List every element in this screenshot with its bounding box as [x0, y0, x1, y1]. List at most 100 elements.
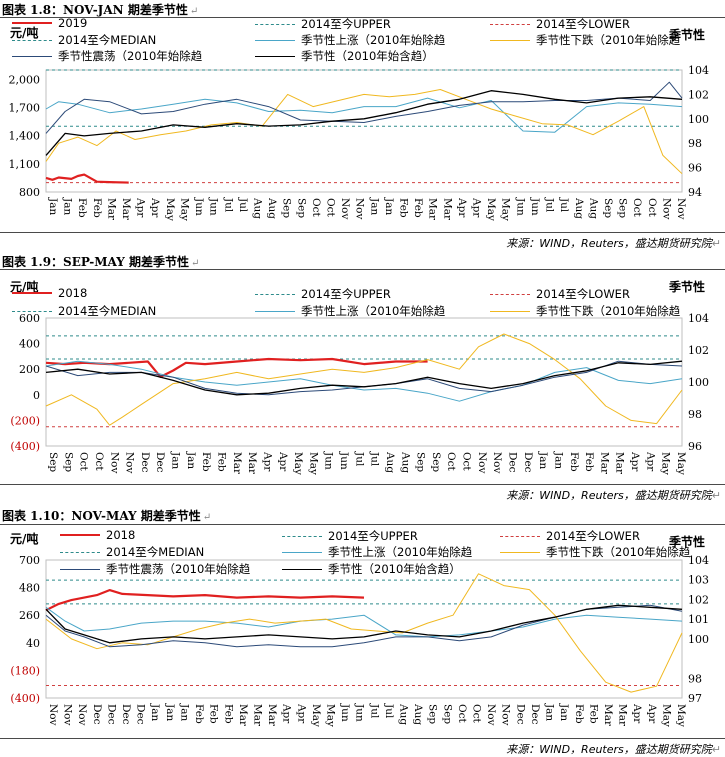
- x-tick-label: Nov: [124, 452, 136, 474]
- y-tick-label: 200: [19, 363, 40, 376]
- x-tick-label: Feb: [91, 198, 103, 218]
- left-axis-unit: 元/吨: [10, 532, 39, 546]
- x-tick-label: Jun: [208, 197, 220, 216]
- series-line: [45, 89, 683, 175]
- right-axis-unit: 季节性: [668, 280, 705, 294]
- series-line: [45, 357, 428, 379]
- series-line: [45, 588, 365, 612]
- y-tick-label: 600: [19, 312, 40, 325]
- x-tick-label: Sep: [47, 452, 59, 472]
- chart-panel-3: 图表 1.10：NOV-MAY 期差季节性 ↵ 元/吨 季节性 2018 2014…: [0, 504, 725, 756]
- x-tick-label: Apr: [135, 197, 147, 218]
- y2-tick-label: 100: [688, 633, 709, 646]
- x-tick-label: May: [178, 198, 190, 221]
- series-line: [45, 173, 129, 184]
- x-tick-label: Oct: [646, 198, 658, 217]
- x-tick-label: Mar: [266, 704, 278, 727]
- x-tick-label: Sep: [602, 198, 614, 218]
- x-tick-label: Sep: [427, 704, 439, 724]
- chart-caption: 图表 1.10：NOV-MAY 期差季节性 ↵: [2, 509, 212, 523]
- y-tick-label: (400): [10, 440, 40, 453]
- x-tick-label: Mar: [120, 198, 132, 221]
- chart-source: 来源：WIND，Reuters，盛达期货研究院↵: [506, 489, 721, 502]
- legend-swatch: [12, 22, 52, 24]
- legend-swatch: [12, 310, 52, 312]
- legend-item: 季节性下跌（2010年始除趋: [490, 32, 680, 48]
- x-tick-label: Feb: [216, 452, 228, 472]
- y2-tick-label: 104: [688, 312, 709, 325]
- y2-tick-label: 104: [688, 554, 709, 567]
- legend-swatch: [255, 23, 295, 25]
- x-tick-label: Jun: [529, 197, 541, 216]
- legend-swatch: [500, 551, 540, 553]
- x-tick-label: Apr: [646, 703, 658, 724]
- chart-caption: 图表 1.9：SEP-MAY 期差季节性 ↵: [2, 255, 200, 269]
- y2-tick-label: 100: [688, 376, 709, 389]
- x-tick-label: May: [325, 704, 337, 727]
- x-tick-label: May: [660, 704, 672, 727]
- legend-swatch: [255, 310, 295, 312]
- x-tick-label: Jul: [353, 451, 365, 467]
- legend-swatch: [60, 568, 100, 570]
- x-tick-label: Jun: [339, 703, 351, 722]
- x-tick-label: Jan: [368, 197, 380, 215]
- y2-tick-label: 101: [688, 613, 709, 626]
- x-tick-label: Feb: [583, 452, 595, 472]
- y-tick-label: (180): [10, 664, 40, 677]
- x-tick-label: Jan: [62, 197, 74, 215]
- x-tick-label: Jul: [368, 703, 380, 719]
- legend-swatch: [282, 568, 322, 570]
- series-line: [45, 333, 683, 426]
- x-tick-label: Feb: [587, 704, 599, 724]
- x-tick-label: May: [675, 452, 687, 475]
- x-tick-label: Mar: [441, 198, 453, 221]
- x-tick-label: Nov: [76, 704, 88, 726]
- legend-swatch: [490, 310, 530, 312]
- y-tick-label: 0: [33, 389, 40, 402]
- x-tick-label: Feb: [412, 198, 424, 218]
- x-tick-label: Nov: [47, 704, 59, 726]
- x-tick-label: May: [675, 704, 687, 727]
- x-tick-label: Jun: [323, 451, 335, 470]
- series-line: [45, 97, 683, 133]
- x-tick-label: Oct: [445, 452, 457, 471]
- x-tick-label: Mar: [246, 452, 258, 475]
- y2-tick-label: 97: [688, 692, 702, 705]
- x-tick-label: Jul: [558, 197, 570, 213]
- chart-source: 来源：WIND，Reuters，盛达期货研究院↵: [506, 237, 721, 250]
- legend-item: 2014至今MEDIAN: [12, 303, 156, 319]
- x-tick-label: Nov: [108, 452, 120, 474]
- x-tick-label: Mar: [614, 452, 626, 475]
- legend-swatch: [12, 292, 52, 294]
- x-tick-label: Jan: [383, 197, 395, 215]
- x-tick-label: Apr: [456, 197, 468, 218]
- x-tick-label: Dec: [514, 704, 526, 725]
- x-tick-label: Aug: [412, 703, 424, 725]
- x-tick-label: Nov: [491, 452, 503, 474]
- y-tick-label: 260: [19, 609, 40, 622]
- legend-item: 季节性下跌（2010年始除趋: [500, 544, 690, 560]
- x-tick-label: Jan: [164, 703, 176, 721]
- y-tick-label: 480: [19, 582, 40, 595]
- x-tick-label: Sep: [281, 198, 293, 218]
- y-tick-label: 400: [19, 338, 40, 351]
- x-tick-label: Nov: [62, 704, 74, 726]
- y2-tick-label: 96: [688, 162, 702, 175]
- legend-swatch: [490, 23, 530, 25]
- x-tick-label: Sep: [295, 198, 307, 218]
- x-tick-label: Apr: [295, 703, 307, 724]
- legend-swatch: [12, 55, 52, 57]
- x-tick-label: May: [292, 452, 304, 475]
- y2-tick-label: 96: [688, 440, 702, 453]
- x-tick-label: Jul: [544, 197, 556, 213]
- x-tick-label: Oct: [471, 704, 483, 723]
- x-tick-label: Mar: [602, 704, 614, 727]
- y-tick-label: 1,400: [9, 130, 41, 143]
- y-tick-label: 2,000: [9, 73, 41, 86]
- x-tick-label: Dec: [522, 452, 534, 473]
- x-tick-label: Mar: [617, 704, 629, 727]
- series-line: [45, 604, 683, 648]
- x-tick-label: Nov: [660, 198, 672, 220]
- x-tick-label: Aug: [384, 451, 396, 473]
